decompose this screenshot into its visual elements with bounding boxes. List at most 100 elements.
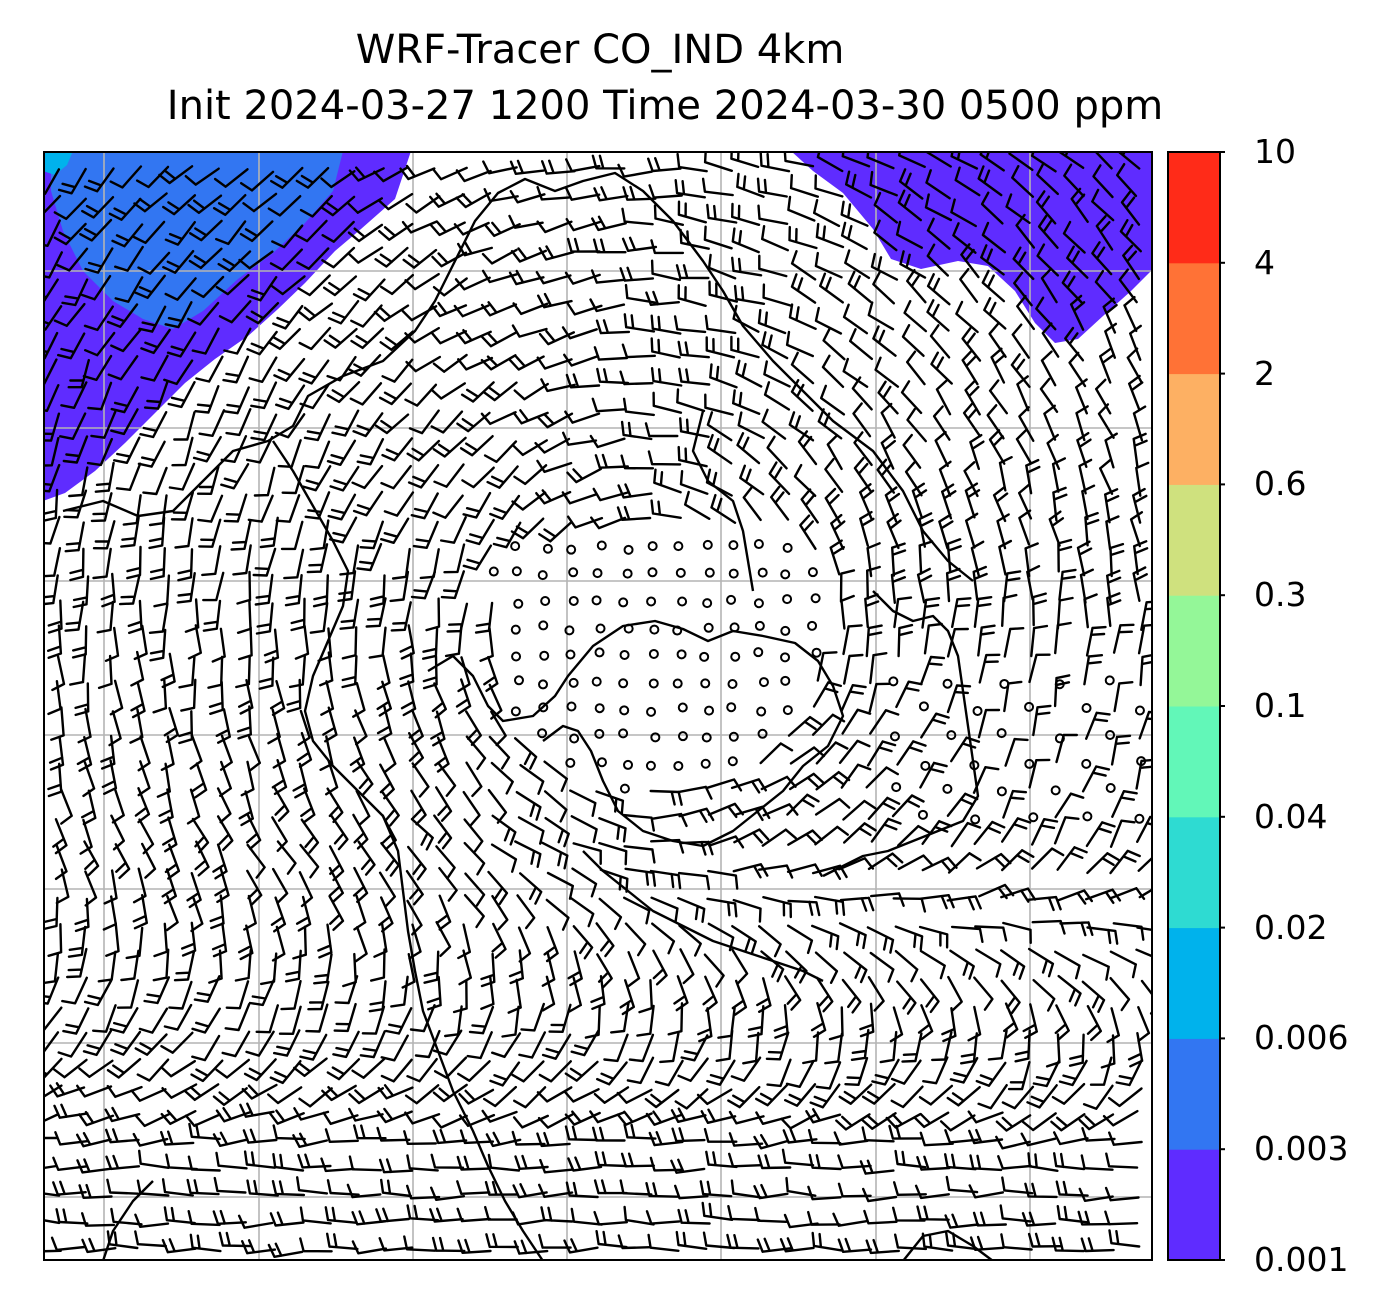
wind-barb <box>104 1106 141 1123</box>
colorbar-tick-label: 2 <box>1254 353 1275 393</box>
wind-barb <box>347 246 384 264</box>
calm-wind-marker <box>648 648 659 659</box>
wind-barb <box>373 166 409 183</box>
wind-barb <box>935 379 952 416</box>
wind-barb <box>178 655 196 689</box>
wind-barb <box>919 761 948 789</box>
wind-barb <box>939 1114 976 1132</box>
wind-barb <box>1024 1182 1058 1199</box>
calm-wind-marker <box>513 675 524 686</box>
wind-barb <box>327 300 360 325</box>
wind-barb <box>1132 487 1148 524</box>
wind-barb <box>1003 680 1023 713</box>
wind-barb <box>354 926 368 963</box>
wind-barb <box>286 678 302 713</box>
wind-barb <box>404 383 438 407</box>
wind-barb <box>380 1034 409 1062</box>
wind-barb <box>269 248 303 271</box>
wind-barb <box>1132 432 1148 468</box>
wind-barb <box>54 1131 90 1146</box>
wind-barb <box>402 248 438 269</box>
wind-barb <box>540 1206 574 1223</box>
wind-barb <box>1120 190 1141 226</box>
wind-barb <box>820 384 846 416</box>
wind-barb <box>322 275 358 297</box>
wind-barb <box>844 1056 869 1086</box>
wind-barb <box>1080 1154 1114 1171</box>
calm-wind-marker <box>596 540 607 551</box>
wind-barb <box>592 1126 626 1142</box>
wind-barb <box>869 709 900 735</box>
chart-title-line-1: WRF-Tracer CO_IND 4km <box>355 27 845 73</box>
wind-barb <box>94 461 115 493</box>
wind-barb <box>164 221 196 246</box>
wind-barb <box>480 411 517 425</box>
wind-barb <box>997 1155 1032 1170</box>
wind-barb <box>86 437 113 467</box>
wind-barb <box>918 540 934 575</box>
wind-barb <box>647 450 682 466</box>
wind-barb <box>950 925 984 943</box>
wind-barb <box>323 327 358 349</box>
wind-barb <box>536 185 571 201</box>
wind-barb <box>47 624 63 659</box>
wind-barb <box>84 331 116 357</box>
wind-barb <box>62 1007 90 1035</box>
wind-barb <box>835 1113 871 1131</box>
wind-barb <box>670 1107 707 1123</box>
wind-barb <box>377 192 414 211</box>
wind-barb <box>161 1178 194 1197</box>
wind-barb <box>43 358 58 386</box>
wind-barb <box>1016 295 1035 331</box>
wind-barb <box>1001 1085 1035 1110</box>
wind-barb <box>180 678 197 712</box>
wind-barb <box>162 194 197 216</box>
wind-barb <box>1050 1113 1086 1132</box>
wind-barb <box>81 789 97 826</box>
wind-barb <box>972 1211 1007 1227</box>
wind-barb <box>784 1083 817 1107</box>
wind-barb <box>459 1129 495 1145</box>
calm-wind-marker <box>538 702 549 713</box>
wind-barb <box>816 651 838 682</box>
wind-barb <box>677 871 711 891</box>
wind-barb <box>349 382 383 406</box>
wind-barb <box>50 706 65 741</box>
calm-wind-marker <box>569 733 580 744</box>
wind-barb <box>55 1208 89 1225</box>
wind-barb <box>988 379 1008 415</box>
wind-barb <box>267 1242 304 1258</box>
wind-barb <box>81 1237 117 1254</box>
wind-barb <box>43 463 61 493</box>
wind-barb <box>488 735 511 770</box>
wind-barb <box>1051 1082 1086 1105</box>
wind-barb <box>598 817 627 843</box>
wind-barb <box>107 355 139 381</box>
wind-barb <box>376 1107 413 1124</box>
wind-barb <box>538 245 575 261</box>
wind-barb <box>864 593 880 629</box>
wind-barb <box>224 1002 251 1032</box>
wind-barb <box>304 440 331 469</box>
wind-barb <box>737 411 765 440</box>
wind-barb <box>401 305 438 322</box>
wind-barb <box>488 683 503 720</box>
wind-barb <box>1133 540 1149 576</box>
wind-barb <box>430 410 464 434</box>
wind-barb <box>762 896 792 919</box>
wind-barb <box>79 818 93 855</box>
wind-barb <box>134 1112 171 1128</box>
wind-barb <box>675 264 710 280</box>
wind-barb <box>562 431 598 446</box>
wind-barb <box>1012 246 1035 281</box>
wind-barb <box>1102 1109 1139 1127</box>
wind-barb <box>1022 1003 1038 1039</box>
wind-barb <box>43 488 59 522</box>
wind-barb <box>390 601 412 632</box>
wind-barb <box>1015 428 1033 465</box>
wind-barb <box>341 626 358 660</box>
wind-barb <box>167 381 196 409</box>
calm-wind-marker <box>675 567 686 578</box>
wind-barb <box>896 980 917 1015</box>
wind-barb <box>380 1178 413 1198</box>
